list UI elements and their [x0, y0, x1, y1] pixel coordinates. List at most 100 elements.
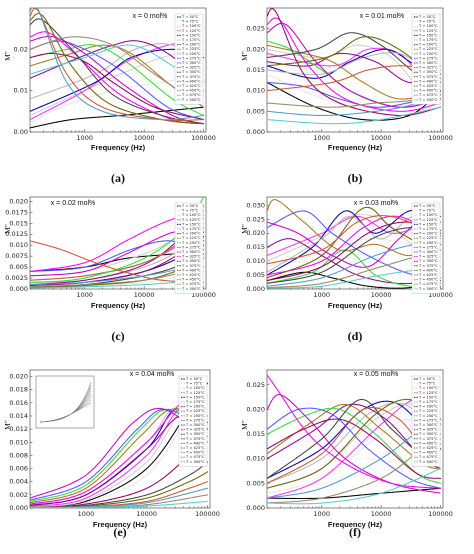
x-axis-label: Frequency (Hz)	[91, 143, 146, 152]
series-line	[30, 408, 209, 499]
legend-entry: T = 300°C	[181, 61, 201, 65]
x-tick-label: 10000	[371, 134, 392, 142]
legend-entry: T = 400°C	[185, 441, 205, 445]
y-axis-label: M"	[3, 224, 12, 234]
legend-entry: T = 150°C	[185, 395, 205, 399]
legend: T = 50°CT = 75°CT = 100°CT = 125°CT = 15…	[411, 13, 441, 105]
series-line	[30, 500, 209, 508]
panel-caption: (c)	[111, 329, 124, 343]
legend-entry: T = 400°C	[418, 268, 438, 272]
legend-entry: T = 75°C	[181, 20, 199, 24]
legend-entry: T = 250°C	[418, 52, 438, 56]
legend-entry: T = 375°C	[181, 264, 201, 268]
y-tick-label: 0.000	[246, 128, 265, 136]
legend-entry: T = 125°C	[181, 29, 201, 33]
legend-entry: T = 350°C	[181, 70, 201, 74]
y-tick-label: 0.005	[246, 479, 265, 487]
series-line	[267, 210, 442, 282]
series-line	[267, 407, 442, 489]
legend-entry: T = 225°C	[181, 47, 201, 51]
legend-entry: T = 125°C	[418, 218, 438, 222]
legend-entry: T = 150°C	[181, 33, 201, 37]
legend-entry: T = 150°C	[418, 395, 438, 399]
legend-entry: T = 425°C	[185, 446, 205, 450]
legend-entry: T = 300°C	[181, 250, 201, 254]
x-axis-label: Frequency (Hz)	[328, 520, 383, 529]
legend-box	[174, 202, 204, 294]
y-tick-label: 0.018	[9, 386, 28, 394]
legend-entry: T = 375°C	[418, 264, 438, 268]
legend-entry: T = 450°C	[418, 89, 438, 93]
legend-box	[174, 13, 204, 105]
series-line	[267, 81, 442, 108]
legend-entry: T = 475°C	[185, 455, 205, 459]
y-tick-label: 0.0025	[5, 274, 28, 282]
legend-entry: T = 175°C	[418, 38, 438, 42]
legend-entry: T = 400°C	[418, 441, 438, 445]
y-tick-label: 0.000	[9, 504, 28, 512]
y-tick-label: 0.015	[246, 243, 265, 251]
panel-title: x = 0.02 mol%	[51, 200, 96, 207]
y-tick-label: 0.010	[9, 438, 28, 446]
y-tick-label: 0.0175	[5, 208, 28, 216]
panel-title: x = 0.03 mol%	[354, 200, 399, 207]
panel-title: x = 0.04 mol%	[130, 371, 175, 378]
x-axis-label: Frequency (Hz)	[328, 301, 383, 310]
y-tick-label: 0.014	[9, 412, 28, 420]
y-tick-label: 0.015	[246, 66, 265, 74]
y-tick-label: 0.005	[9, 263, 28, 271]
legend-entry: T = 125°C	[185, 391, 205, 395]
panel-caption: (e)	[113, 525, 126, 539]
y-tick-label: 0.010	[9, 241, 28, 249]
x-tick-label: 10000	[371, 291, 392, 299]
legend-entry: T = 500°C	[418, 287, 438, 291]
y-tick-label: 0.025	[246, 381, 265, 389]
legend-entry: T = 125°C	[418, 29, 438, 33]
series-line	[30, 40, 205, 121]
y-tick-label: 0.020	[9, 197, 28, 205]
legend-entry: T = 175°C	[418, 400, 438, 404]
legend: T = 50°CT = 75°CT = 100°CT = 125°CT = 15…	[174, 202, 204, 294]
legend-entry: T = 150°C	[418, 33, 438, 37]
legend-entry: T = 350°C	[185, 432, 205, 436]
y-tick-label: 0.016	[9, 399, 28, 407]
y-tick-label: 0.00	[14, 128, 28, 136]
legend-entry: T = 75°C	[418, 382, 436, 386]
series-line	[30, 35, 205, 125]
y-tick-label: 0.01	[14, 87, 28, 95]
series-line	[30, 36, 205, 108]
legend-entry: T = 50°C	[418, 377, 436, 381]
panel-caption: (d)	[348, 329, 363, 343]
legend-entry: T = 50°C	[181, 204, 199, 208]
panel-e: 0.000 0.002 0.004 0.006 0.008 0.010 0.012 0.014…	[3, 369, 220, 539]
legend-entry: T = 375°C	[418, 75, 438, 79]
legend-entry: T = 200°C	[185, 405, 205, 409]
series-group	[30, 8, 205, 129]
x-axis-label: Frequency (Hz)	[328, 143, 383, 152]
legend-entry: T = 150°C	[418, 222, 438, 226]
series-line	[267, 215, 442, 265]
x-tick-label: 1000	[313, 510, 330, 518]
legend-entry: T = 325°C	[418, 255, 438, 259]
y-tick-label: 0.005	[246, 107, 265, 115]
y-tick-label: 0.015	[9, 219, 28, 227]
legend-entry: T = 125°C	[181, 218, 201, 222]
legend-entry: T = 50°C	[181, 15, 199, 19]
series-line	[267, 199, 442, 257]
legend-entry: T = 425°C	[181, 84, 201, 88]
legend-entry: T = 450°C	[418, 278, 438, 282]
legend-entry: T = 475°C	[418, 455, 438, 459]
y-tick-label: 0.015	[246, 430, 265, 438]
x-tick-label: 10000	[134, 291, 155, 299]
series-line	[30, 40, 205, 83]
legend-entry: T = 500°C	[418, 98, 438, 102]
x-tick-label: 10000	[136, 510, 157, 518]
legend-entry: T = 200°C	[181, 232, 201, 236]
legend-entry: T = 125°C	[418, 391, 438, 395]
y-tick-label: 0.020	[246, 405, 265, 413]
legend-entry: T = 450°C	[181, 278, 201, 282]
legend-entry: T = 75°C	[418, 20, 436, 24]
panel-caption: (a)	[111, 171, 125, 185]
y-tick-label: 0.010	[246, 455, 265, 463]
